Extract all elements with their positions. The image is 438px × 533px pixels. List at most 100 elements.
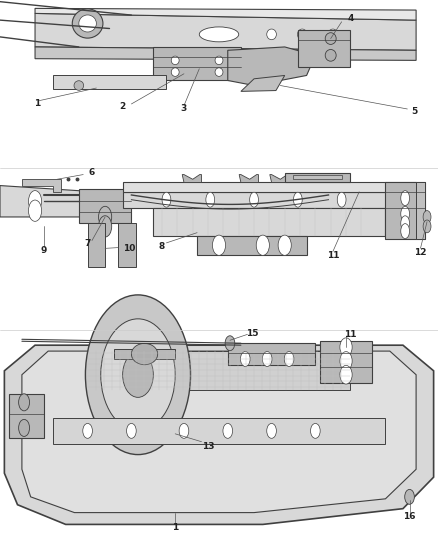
Text: 11: 11 bbox=[344, 330, 357, 339]
Polygon shape bbox=[22, 351, 416, 513]
Ellipse shape bbox=[340, 352, 352, 370]
Text: 5: 5 bbox=[411, 107, 417, 116]
Polygon shape bbox=[320, 341, 372, 383]
Ellipse shape bbox=[278, 235, 291, 255]
Ellipse shape bbox=[225, 336, 235, 351]
Polygon shape bbox=[22, 179, 61, 192]
Polygon shape bbox=[35, 47, 416, 60]
Text: 16: 16 bbox=[403, 512, 416, 521]
Polygon shape bbox=[123, 192, 416, 207]
Ellipse shape bbox=[311, 423, 320, 438]
Polygon shape bbox=[385, 182, 425, 239]
Ellipse shape bbox=[79, 15, 96, 32]
Ellipse shape bbox=[83, 423, 92, 438]
Ellipse shape bbox=[179, 423, 189, 438]
Polygon shape bbox=[123, 182, 416, 192]
Ellipse shape bbox=[18, 419, 30, 437]
Text: 11: 11 bbox=[327, 251, 339, 260]
Ellipse shape bbox=[215, 68, 223, 76]
Ellipse shape bbox=[293, 192, 302, 207]
Polygon shape bbox=[153, 207, 385, 236]
Ellipse shape bbox=[423, 211, 431, 223]
Text: 1: 1 bbox=[34, 100, 40, 108]
Text: 2: 2 bbox=[120, 102, 126, 111]
Text: 10: 10 bbox=[123, 244, 135, 253]
Text: 6: 6 bbox=[89, 168, 95, 177]
Polygon shape bbox=[228, 343, 315, 365]
Polygon shape bbox=[35, 13, 416, 50]
Text: 12: 12 bbox=[414, 248, 427, 256]
Ellipse shape bbox=[212, 235, 226, 255]
Ellipse shape bbox=[262, 352, 272, 366]
Text: 13: 13 bbox=[202, 442, 214, 451]
Polygon shape bbox=[197, 236, 307, 255]
Polygon shape bbox=[88, 351, 350, 391]
Ellipse shape bbox=[72, 9, 103, 38]
Ellipse shape bbox=[162, 192, 171, 207]
Polygon shape bbox=[416, 182, 425, 239]
Ellipse shape bbox=[267, 423, 276, 438]
Polygon shape bbox=[318, 175, 337, 182]
Ellipse shape bbox=[99, 206, 112, 228]
Polygon shape bbox=[228, 47, 315, 85]
Polygon shape bbox=[53, 418, 385, 443]
Ellipse shape bbox=[340, 338, 352, 357]
Polygon shape bbox=[53, 76, 166, 89]
Ellipse shape bbox=[250, 192, 258, 207]
Ellipse shape bbox=[28, 200, 42, 221]
Bar bbox=[0, 335, 438, 532]
Ellipse shape bbox=[123, 352, 153, 398]
Ellipse shape bbox=[74, 80, 84, 90]
Text: 3: 3 bbox=[181, 103, 187, 112]
Ellipse shape bbox=[284, 352, 294, 366]
Ellipse shape bbox=[127, 423, 136, 438]
Ellipse shape bbox=[256, 235, 269, 255]
Text: 4: 4 bbox=[347, 14, 353, 23]
Ellipse shape bbox=[240, 352, 250, 366]
Polygon shape bbox=[153, 47, 241, 80]
Ellipse shape bbox=[401, 206, 410, 221]
Ellipse shape bbox=[171, 68, 179, 76]
Polygon shape bbox=[35, 9, 416, 20]
Polygon shape bbox=[0, 185, 96, 217]
Polygon shape bbox=[270, 175, 289, 182]
Polygon shape bbox=[114, 349, 175, 359]
Ellipse shape bbox=[340, 366, 352, 384]
Ellipse shape bbox=[405, 489, 414, 504]
Ellipse shape bbox=[325, 33, 336, 44]
Polygon shape bbox=[118, 223, 136, 267]
Text: 15: 15 bbox=[246, 329, 258, 338]
Polygon shape bbox=[88, 223, 105, 267]
Ellipse shape bbox=[223, 423, 233, 438]
Ellipse shape bbox=[215, 56, 223, 64]
Ellipse shape bbox=[28, 191, 42, 212]
Ellipse shape bbox=[401, 191, 410, 206]
Polygon shape bbox=[298, 30, 350, 67]
Ellipse shape bbox=[297, 29, 307, 39]
Ellipse shape bbox=[101, 319, 175, 431]
Polygon shape bbox=[241, 76, 285, 91]
Ellipse shape bbox=[206, 192, 215, 207]
Ellipse shape bbox=[267, 29, 276, 39]
Text: 9: 9 bbox=[41, 246, 47, 255]
Ellipse shape bbox=[18, 394, 30, 411]
Ellipse shape bbox=[199, 27, 239, 42]
Text: 1: 1 bbox=[172, 523, 178, 532]
Ellipse shape bbox=[401, 224, 410, 239]
Ellipse shape bbox=[131, 343, 158, 365]
Ellipse shape bbox=[85, 295, 191, 455]
Ellipse shape bbox=[423, 220, 431, 233]
Text: 7: 7 bbox=[85, 239, 91, 248]
Ellipse shape bbox=[171, 56, 179, 64]
Ellipse shape bbox=[401, 216, 410, 231]
Polygon shape bbox=[293, 175, 342, 179]
Polygon shape bbox=[79, 189, 131, 223]
Polygon shape bbox=[239, 175, 258, 182]
Polygon shape bbox=[285, 173, 350, 182]
Polygon shape bbox=[182, 175, 201, 182]
Polygon shape bbox=[9, 394, 44, 438]
Text: 8: 8 bbox=[159, 241, 165, 251]
Bar bbox=[0, 173, 438, 330]
Polygon shape bbox=[4, 345, 434, 524]
Bar bbox=[0, 0, 438, 168]
